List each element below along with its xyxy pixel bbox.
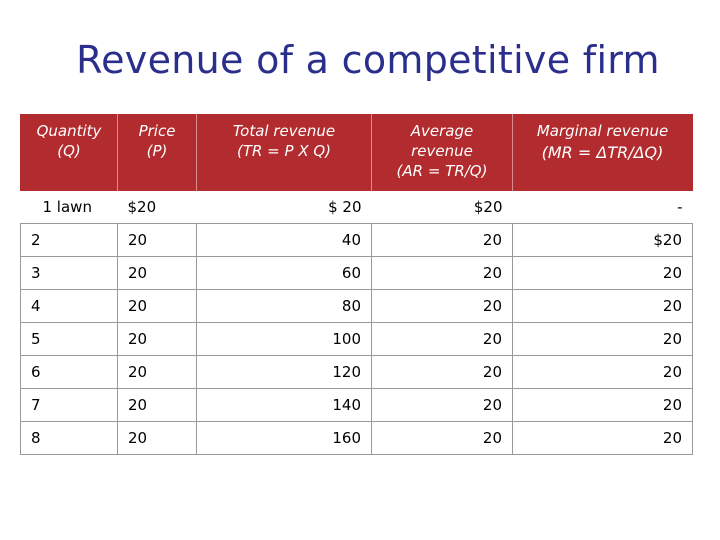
cell-total-revenue: 100 [196,322,372,356]
header-average-revenue: Average revenue (AR = TR/Q) [371,114,513,191]
cell-average-revenue: 20 [371,421,513,455]
cell-quantity: 4 [20,289,118,323]
header-quantity: Quantity (Q) [20,114,118,191]
table-row: 4 20 80 20 20 [20,289,693,323]
header-line: Total revenue [232,122,336,140]
header-line: (AR = TR/Q) [396,162,488,180]
header-line: (MR = ΔTR/ΔQ) [541,143,664,162]
cell-marginal-revenue: $20 [512,223,693,257]
table-row: 5 20 100 20 20 [20,322,693,356]
cell-average-revenue: 20 [371,223,513,257]
table-header-row: Quantity (Q) Price (P) Total revenue (TR… [20,114,693,191]
header-line: revenue [411,142,473,160]
header-marginal-revenue: Marginal revenue (MR = ΔTR/ΔQ) [512,114,693,191]
cell-price: 20 [117,256,197,290]
cell-price: 20 [117,289,197,323]
cell-quantity: 7 [20,388,118,422]
header-line: (TR = P X Q) [236,142,332,160]
header-line: (Q) [57,142,81,160]
table-row: 7 20 140 20 20 [20,388,693,422]
cell-marginal-revenue: 20 [512,388,693,422]
cell-marginal-revenue: - [512,190,693,224]
cell-average-revenue: $20 [371,190,513,224]
table-row: 6 20 120 20 20 [20,355,693,389]
header-line: Average [410,122,474,140]
cell-marginal-revenue: 20 [512,322,693,356]
cell-marginal-revenue: 20 [512,355,693,389]
header-line: Marginal revenue [536,122,669,140]
cell-quantity: 5 [20,322,118,356]
cell-average-revenue: 20 [371,256,513,290]
slide-title: Revenue of a competitive firm [76,38,660,82]
cell-total-revenue: 60 [196,256,372,290]
cell-average-revenue: 20 [371,289,513,323]
cell-price: 20 [117,421,197,455]
cell-average-revenue: 20 [371,388,513,422]
cell-total-revenue: 160 [196,421,372,455]
cell-marginal-revenue: 20 [512,421,693,455]
table-row: 1 lawn $20 $ 20 $20 - [20,190,693,224]
cell-total-revenue: 40 [196,223,372,257]
cell-total-revenue: 120 [196,355,372,389]
cell-price: $20 [117,190,197,224]
cell-quantity: 2 [20,223,118,257]
cell-total-revenue: $ 20 [196,190,372,224]
cell-quantity: 8 [20,421,118,455]
cell-marginal-revenue: 20 [512,289,693,323]
header-total-revenue: Total revenue (TR = P X Q) [196,114,372,191]
table-row: 3 20 60 20 20 [20,256,693,290]
cell-quantity: 3 [20,256,118,290]
header-line: Quantity [36,122,102,140]
cell-marginal-revenue: 20 [512,256,693,290]
table-row: 2 20 40 20 $20 [20,223,693,257]
cell-total-revenue: 140 [196,388,372,422]
cell-quantity: 1 lawn [20,190,118,224]
cell-price: 20 [117,322,197,356]
cell-price: 20 [117,223,197,257]
cell-average-revenue: 20 [371,355,513,389]
revenue-table: Quantity (Q) Price (P) Total revenue (TR… [20,114,693,455]
cell-price: 20 [117,388,197,422]
cell-total-revenue: 80 [196,289,372,323]
header-price: Price (P) [117,114,197,191]
table-row: 8 20 160 20 20 [20,421,693,455]
cell-price: 20 [117,355,197,389]
cell-average-revenue: 20 [371,322,513,356]
cell-quantity: 6 [20,355,118,389]
header-line: Price [138,122,176,140]
header-line: (P) [146,142,168,160]
